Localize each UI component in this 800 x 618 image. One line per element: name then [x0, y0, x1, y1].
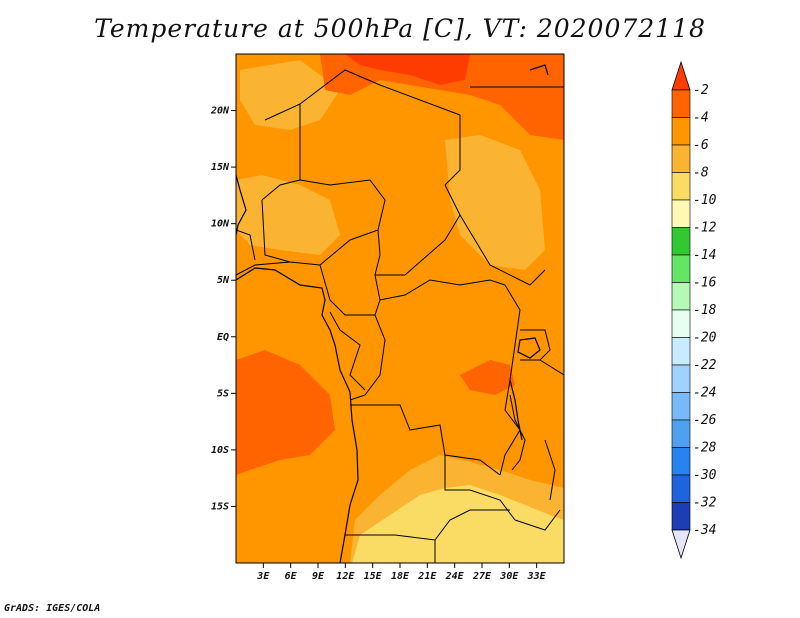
colorbar-swatch: [671, 117, 691, 146]
border-west-coast: [236, 229, 256, 261]
x-tick-label: 18E: [391, 571, 410, 582]
y-axis-ticks: 20N 15N 10N 5N EQ 5S 10S 15S: [210, 106, 236, 512]
y-tick-label: EQ: [217, 332, 229, 343]
border-zimbabwe: [514, 509, 561, 531]
field-region-warm-north: [320, 54, 564, 140]
field-region-cool-sahara: [240, 60, 340, 130]
colorbar-swatch: [671, 144, 691, 173]
colorbar-swatch: [671, 474, 691, 503]
coastline-gulf-of-guinea: [236, 267, 359, 563]
coastline-lake-victoria: [517, 337, 541, 359]
colorbar-label: -18: [693, 303, 717, 318]
x-tick-label: 30E: [499, 571, 519, 582]
border-angola-zambia: [444, 455, 516, 521]
colorbar-label: -16: [693, 276, 717, 291]
colorbar-bottom-arrow: [671, 529, 691, 560]
y-tick-label: 15S: [211, 501, 229, 512]
colorbar-label: -2: [693, 83, 709, 98]
x-tick-label: 6E: [285, 571, 298, 582]
colorbar: -2 -4 -6 -8 -10 -12 -14 -16 -18 -20 -22 -24 -26 -28 -3…: [671, 60, 717, 560]
colorbar-label: -14: [693, 248, 716, 263]
coastline-red-sea: [529, 64, 549, 76]
y-tick-label: 10N: [211, 219, 230, 230]
coastline: [236, 64, 549, 563]
field-region-warm-east: [520, 60, 564, 110]
border-libya-algeria: [299, 69, 461, 116]
colorbar-swatch: [671, 392, 691, 421]
border-nigeria: [261, 199, 379, 266]
border-cameroon: [319, 264, 381, 316]
border-drc-east: [499, 284, 521, 476]
x-tick-label: 12E: [336, 571, 355, 582]
border-niger-chad: [299, 179, 386, 231]
colorbar-label: -6: [693, 138, 709, 153]
colorbar-swatch: [671, 199, 691, 228]
border-angola-drc: [350, 404, 501, 476]
x-tick-label: 27E: [472, 571, 492, 582]
x-tick-label: 21E: [417, 571, 437, 582]
colorbar-label: -24: [693, 386, 716, 401]
border-namibia: [345, 509, 510, 541]
field-region-coolest-south: [352, 485, 564, 563]
field-region-cool-northeast: [445, 135, 545, 270]
border-uganda: [520, 329, 551, 361]
colorbar-swatch: [671, 254, 691, 283]
x-tick-label: 9E: [312, 571, 325, 582]
coastline-west-africa: [236, 174, 247, 236]
border-drc-congo: [349, 314, 386, 401]
colorbar-swatch: [671, 337, 691, 366]
x-tick-label: 15E: [364, 571, 383, 582]
x-tick-label: 33E: [527, 571, 547, 582]
coastline-lake-tanganyika: [509, 379, 523, 441]
colorbar-label: -12: [693, 221, 717, 236]
y-tick-label: 5N: [217, 275, 230, 286]
colorbar-swatch: [671, 502, 691, 531]
border-libya-sudan: [444, 115, 461, 186]
colorbar-swatch: [671, 227, 691, 256]
field-region-warm-strong-north: [345, 54, 470, 85]
colorbar-swatch: [671, 282, 691, 311]
credit-label: GrADS: IGES/COLA: [4, 603, 101, 614]
colorbar-label: -30: [693, 468, 717, 483]
field-region-warm-atlantic: [236, 350, 335, 475]
colorbar-swatch: [671, 364, 691, 393]
border-kenya-tanzania: [539, 359, 564, 376]
y-tick-label: 20N: [210, 106, 230, 117]
x-axis-ticks: 3E 6E 9E 12E 15E 18E 21E 24E 27E 30E 33E: [256, 563, 547, 582]
colorbar-label: -20: [693, 331, 717, 346]
x-tick-label: 3E: [256, 571, 270, 582]
field-region-warm-greatlakes: [460, 360, 515, 395]
y-tick-label: 5S: [217, 388, 229, 399]
border-gulf-of-guinea-coast: [236, 261, 291, 276]
border-lakes: [509, 394, 526, 471]
colorbar-swatch: [671, 172, 691, 201]
colorbar-label: -8: [693, 166, 709, 181]
map-title: Temperature at 500hPa [C], VT: 202007211…: [94, 14, 706, 43]
colorbar-swatch: [671, 419, 691, 448]
colorbar-label: -28: [693, 441, 717, 456]
field-region-cool-westafrica: [236, 175, 340, 255]
y-tick-label: 10S: [211, 445, 229, 456]
colorbar-label: -22: [693, 358, 717, 373]
y-tick-label: 15N: [211, 162, 230, 173]
colorbar-label: -32: [693, 496, 717, 511]
border-mozambique: [544, 439, 556, 501]
colorbar-label: -10: [693, 193, 717, 208]
temperature-field: [236, 54, 564, 563]
colorbar-label: -34: [693, 523, 716, 538]
colorbar-label: -26: [693, 413, 717, 428]
colorbar-swatch: [671, 89, 691, 118]
colorbar-swatch: [671, 447, 691, 476]
colorbar-swatch: [671, 309, 691, 338]
border-gabon-congo: [329, 311, 366, 391]
x-tick-label: 24E: [445, 571, 465, 582]
border-sudan-southsudan: [459, 214, 546, 286]
colorbar-label: -4: [693, 111, 709, 126]
country-borders: [236, 69, 564, 563]
colorbar-top-arrow: [671, 60, 691, 91]
